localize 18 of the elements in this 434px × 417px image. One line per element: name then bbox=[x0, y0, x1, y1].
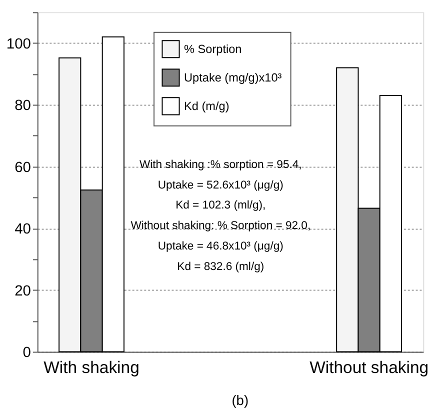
y-tick-label: 80 bbox=[14, 98, 31, 114]
annotation: Kd = 832.6 (ml/g) bbox=[177, 260, 264, 273]
annotation: With shaking :% sorption = 95.4, bbox=[139, 158, 302, 171]
y-tick-label: 0 bbox=[22, 345, 31, 362]
y-tick-label: 40 bbox=[14, 222, 31, 238]
annotation: Uptake = 52.6x10³ (μg/g) bbox=[158, 179, 284, 192]
y-tick-label: 60 bbox=[14, 160, 31, 176]
legend-label: Uptake (mg/g)x10³ bbox=[184, 70, 282, 85]
annotation: Without shaking: % Sorption = 92.0, bbox=[130, 220, 311, 232]
legend-label: % Sorption bbox=[184, 42, 242, 56]
y-tick-label: 100 bbox=[6, 36, 31, 52]
legend-label: Kd (m/g) bbox=[184, 99, 230, 114]
y-tick-label: 20 bbox=[14, 283, 31, 300]
annotation: Kd = 102.3 (ml/g), bbox=[176, 200, 266, 212]
x-tick-label: With shaking bbox=[44, 358, 140, 377]
annotation: Uptake = 46.8x10³ (μg/g) bbox=[158, 240, 284, 252]
text: (b) bbox=[232, 392, 249, 408]
x-tick-label: Without shaking bbox=[310, 358, 429, 377]
